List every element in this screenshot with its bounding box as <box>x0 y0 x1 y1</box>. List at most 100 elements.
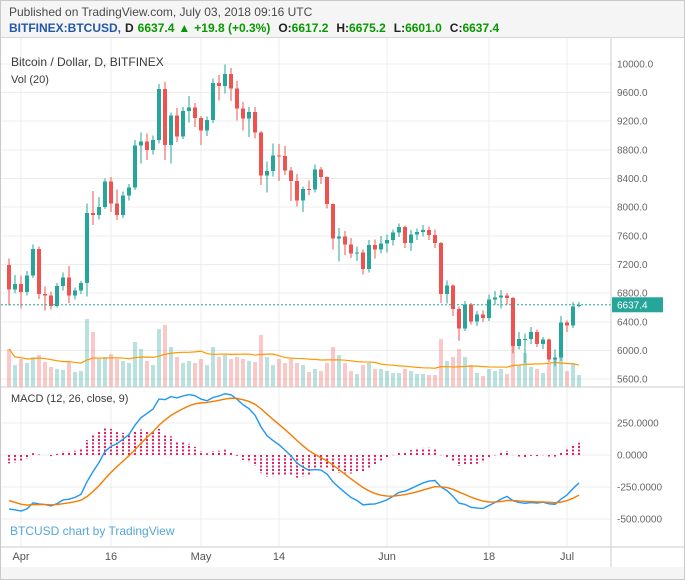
volume-bar <box>223 355 227 387</box>
candle <box>523 338 527 340</box>
macd-indicator-label: MACD (12, 26, close, 9) <box>11 393 129 405</box>
time-axis[interactable]: Apr 16 May 14 Jun 18 Jul <box>12 551 574 563</box>
volume-bar <box>565 371 569 387</box>
last-price: 6637.4 <box>137 21 175 35</box>
volume-bar <box>115 359 119 387</box>
volume-bar <box>409 371 413 387</box>
volume-bar <box>367 363 371 387</box>
volume-bar <box>475 373 479 387</box>
volume-bar <box>277 359 281 387</box>
candle <box>253 112 257 133</box>
volume-bar <box>19 359 23 387</box>
macd-line <box>8 393 580 512</box>
candle <box>73 290 77 296</box>
header: Published on TradingView.com, July 03, 2… <box>1 1 684 37</box>
volume-bar <box>61 370 65 387</box>
volume-bar <box>91 332 95 387</box>
candle <box>31 248 35 276</box>
volume-bar <box>343 363 347 387</box>
volume-bar <box>439 339 443 387</box>
tradingview-attribution-link[interactable]: BTCUSD chart by TradingView <box>10 524 175 538</box>
volume-bar <box>295 363 299 387</box>
price-tick-label: 5600.0 <box>617 375 648 386</box>
candles-layer <box>7 64 581 367</box>
candle <box>13 284 17 290</box>
volume-bar <box>7 349 11 387</box>
volume-bar <box>469 365 473 387</box>
volume-bar <box>79 371 83 387</box>
price-tick-label: 8000.0 <box>617 203 648 214</box>
candle <box>277 155 281 157</box>
candle <box>91 213 95 216</box>
volume-bar <box>43 362 47 387</box>
candle <box>259 132 263 176</box>
symbol-link[interactable]: BITFINEX:BTCUSD, <box>9 21 121 35</box>
candle <box>445 285 449 295</box>
volume-bar <box>391 373 395 387</box>
candle <box>61 277 65 287</box>
candle <box>145 141 149 151</box>
candle <box>79 283 83 291</box>
candle <box>415 231 419 235</box>
candle <box>571 306 575 326</box>
candle <box>397 227 401 233</box>
volume-bar <box>421 374 425 387</box>
volume-bar <box>259 335 263 387</box>
candle <box>187 107 191 112</box>
volume-bar <box>451 357 455 387</box>
volume-bar <box>109 354 113 387</box>
close-value: 6637.4 <box>462 21 500 35</box>
volume-bar <box>529 367 533 387</box>
chart-container: 10000.0 9600.0 9200.0 8800.0 8400.0 8000.0 760… <box>1 37 685 567</box>
candle <box>283 155 287 171</box>
candle <box>481 314 485 318</box>
volume-bar <box>493 371 497 387</box>
candle <box>163 88 167 145</box>
volume-bar <box>271 365 275 387</box>
published-line: Published on TradingView.com, July 03, 2… <box>9 5 313 19</box>
price-tick-label: 6000.0 <box>617 346 648 357</box>
candle <box>205 119 209 131</box>
chart-canvas[interactable]: 10000.0 9600.0 9200.0 8800.0 8400.0 8000.0 760… <box>1 38 685 567</box>
volume-bar <box>547 363 551 387</box>
volume-bar <box>73 372 77 387</box>
candle <box>385 240 389 244</box>
time-axis-label: Jul <box>560 551 574 563</box>
candle <box>355 252 359 254</box>
candle <box>19 284 23 292</box>
up-arrow-icon: ▲ <box>178 21 191 35</box>
volume-bar <box>187 361 191 387</box>
volume-layer <box>7 319 581 387</box>
volume-bar <box>217 357 221 387</box>
candle <box>103 181 107 207</box>
candle <box>139 141 143 146</box>
time-axis-label: 16 <box>105 551 117 563</box>
volume-bar <box>13 365 17 387</box>
volume-bar <box>211 347 215 387</box>
volume-bar <box>373 369 377 387</box>
volume-bar <box>103 357 107 387</box>
volume-bar <box>487 369 491 387</box>
volume-bar <box>247 361 251 387</box>
volume-bar <box>49 367 53 387</box>
volume-bar <box>427 375 431 387</box>
volume-bar <box>517 365 521 387</box>
candle <box>55 286 59 307</box>
candle <box>43 293 47 296</box>
volume-bar <box>193 363 197 387</box>
candle <box>367 244 371 270</box>
time-axis-label: 14 <box>273 551 285 563</box>
price-axis[interactable]: 10000.0 9600.0 9200.0 8800.0 8400.0 8000.0 760… <box>617 59 662 525</box>
volume-bar <box>415 374 419 387</box>
volume-bar <box>361 365 365 387</box>
volume-bar <box>133 342 137 387</box>
candle <box>235 88 239 109</box>
volume-bar <box>553 359 557 387</box>
volume-bar <box>289 359 293 387</box>
volume-bar <box>55 369 59 387</box>
candle <box>265 171 269 176</box>
volume-bar <box>163 325 167 387</box>
candle <box>49 295 53 307</box>
volume-bar <box>67 361 71 387</box>
